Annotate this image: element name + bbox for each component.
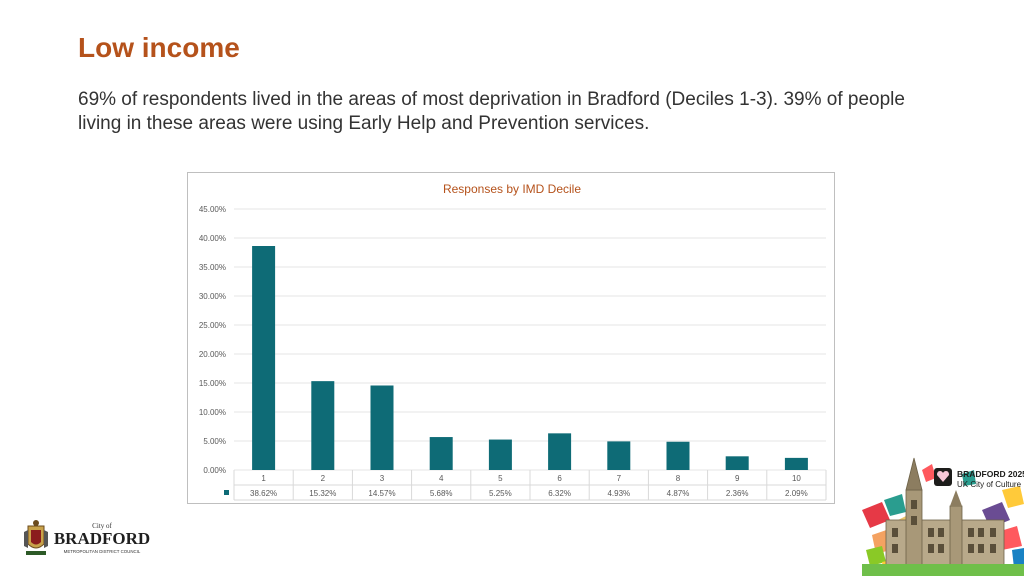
bradford-2025-logo: BRADFORD 2025 UK City of Culture bbox=[862, 457, 1024, 576]
y-tick-label: 10.00% bbox=[199, 408, 226, 417]
legend-swatch bbox=[224, 490, 229, 495]
x-category-label: 6 bbox=[557, 474, 562, 483]
council-city-of: City of bbox=[92, 522, 112, 530]
data-value-label: 4.93% bbox=[607, 489, 630, 498]
y-axis-ticks: 0.00% 5.00% 10.00% 15.00% 20.00% 25.00% 30.00%… bbox=[199, 205, 226, 475]
data-value-label: 2.36% bbox=[726, 489, 749, 498]
bars bbox=[252, 246, 808, 470]
y-tick-label: 25.00% bbox=[199, 321, 226, 330]
data-value-label: 2.09% bbox=[785, 489, 808, 498]
x-category-label: 10 bbox=[792, 474, 801, 483]
bar bbox=[725, 456, 749, 470]
council-name: BRADFORD bbox=[54, 529, 150, 548]
y-tick-label: 0.00% bbox=[203, 466, 226, 475]
chart-container: Responses by IMD Decile 0.00% 5.00% 10.00%… bbox=[187, 172, 835, 504]
culture-subtitle: UK City of Culture bbox=[957, 480, 1022, 489]
x-category-label: 3 bbox=[380, 474, 385, 483]
y-tick-label: 40.00% bbox=[199, 234, 226, 243]
bar bbox=[666, 441, 690, 470]
x-category-label: 9 bbox=[735, 474, 740, 483]
x-category-label: 5 bbox=[498, 474, 503, 483]
bar bbox=[429, 437, 453, 470]
data-value-label: 5.25% bbox=[489, 489, 512, 498]
x-category-label: 8 bbox=[676, 474, 681, 483]
city-hall-illustration bbox=[862, 457, 1024, 576]
x-category-label: 2 bbox=[321, 474, 326, 483]
data-value-label: 38.62% bbox=[250, 489, 277, 498]
x-category-label: 7 bbox=[617, 474, 622, 483]
culture-title: BRADFORD 2025 bbox=[957, 469, 1024, 479]
data-value-label: 15.32% bbox=[309, 489, 336, 498]
data-value-label: 4.87% bbox=[667, 489, 690, 498]
bar bbox=[548, 433, 572, 470]
y-tick-label: 15.00% bbox=[199, 379, 226, 388]
crest-icon bbox=[24, 520, 48, 555]
y-tick-label: 45.00% bbox=[199, 205, 226, 214]
bar-chart: Responses by IMD Decile 0.00%5.00%10.00%… bbox=[199, 182, 827, 501]
slide-body-text: 69% of respondents lived in the areas of… bbox=[78, 89, 905, 134]
bar bbox=[252, 246, 276, 470]
data-value-label: 6.32% bbox=[548, 489, 571, 498]
bar bbox=[370, 385, 394, 470]
x-category-label: 4 bbox=[439, 474, 444, 483]
data-value-label: 5.68% bbox=[430, 489, 453, 498]
y-tick-label: 35.00% bbox=[199, 263, 226, 272]
council-subtitle: METROPOLITAN DISTRICT COUNCIL bbox=[64, 549, 141, 554]
slide-title: Low income bbox=[78, 32, 240, 63]
y-tick-label: 20.00% bbox=[199, 350, 226, 359]
data-table: 1 38.62% 2 15.32% 3 14.57% 4 5.68% 5 5.25% 6 6.32% 7… bbox=[224, 470, 827, 501]
bar bbox=[311, 381, 335, 470]
data-value-label: 14.57% bbox=[368, 489, 395, 498]
chart-title: Responses by IMD Decile bbox=[443, 182, 581, 196]
heart-badge-icon bbox=[934, 468, 952, 486]
bar bbox=[488, 439, 512, 470]
y-tick-label: 5.00% bbox=[203, 437, 226, 446]
bradford-council-logo: City of BRADFORD METROPOLITAN DISTRICT C… bbox=[24, 520, 150, 555]
x-category-label: 1 bbox=[261, 474, 266, 483]
y-tick-label: 30.00% bbox=[199, 292, 226, 301]
bar bbox=[784, 457, 808, 470]
bar bbox=[607, 441, 631, 470]
